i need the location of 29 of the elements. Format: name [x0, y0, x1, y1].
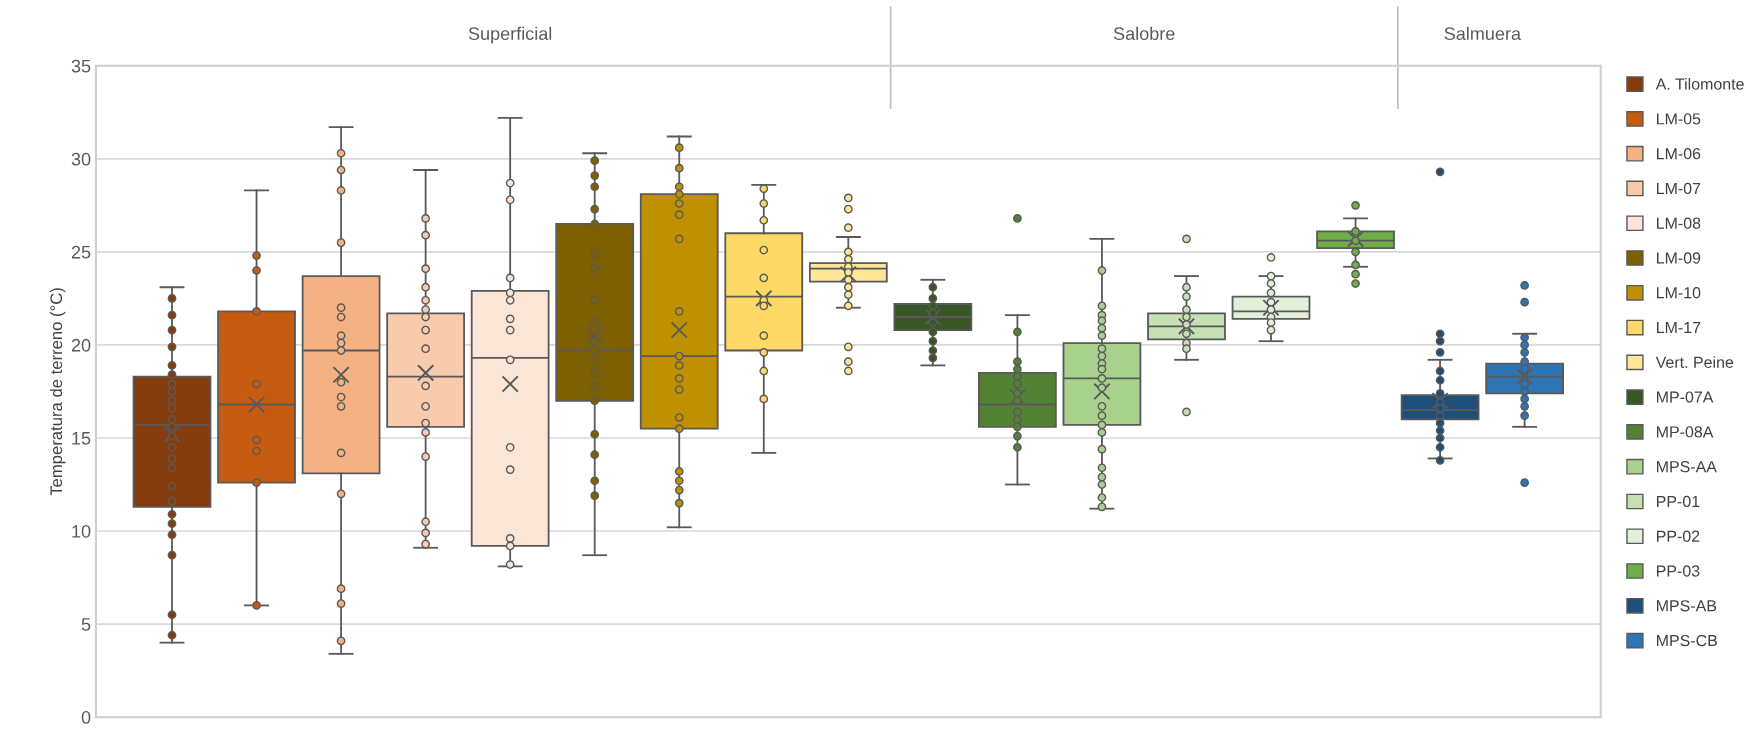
y-tick-label: 15: [72, 432, 91, 445]
legend-label: LM-10: [1657, 287, 1701, 299]
legend-label: Vert. Peine: [1655, 356, 1734, 368]
text: Superficial: [468, 26, 552, 44]
text: Salobre: [1113, 26, 1175, 41]
legend-label: PP-03: [1657, 565, 1700, 577]
y-tick-label: 30: [71, 152, 91, 166]
legend-label: LM-07: [1657, 182, 1701, 195]
legend-label: MPS-AB: [1657, 600, 1717, 612]
legend-label: MPS-AA: [1657, 461, 1717, 473]
legend-label: PP-02: [1657, 530, 1700, 542]
legend-label: LM-17: [1657, 322, 1701, 334]
y-tick-label: 0: [81, 711, 91, 724]
legend-label: MP-08A: [1657, 426, 1714, 438]
y-tick-label: 10: [72, 524, 91, 538]
legend-label: PP-01: [1657, 495, 1700, 508]
y-tick-label: 5: [81, 618, 91, 631]
legend-label: LM-05: [1657, 113, 1701, 125]
y-tick-label: 20: [71, 338, 91, 352]
y-tick-label: 35: [71, 59, 91, 73]
legend-label: MPS-CB: [1657, 634, 1717, 647]
legend-label: LM-09: [1657, 252, 1701, 264]
text: Salmuera: [1444, 26, 1521, 41]
legend-label: LM-08: [1657, 217, 1701, 229]
y-axis-title: Temperatura de terreno (°C): [49, 288, 66, 496]
legend-label: A. Tilomonte: [1655, 78, 1744, 90]
y-tick-label: 25: [71, 245, 91, 259]
legend-label: MP-07A: [1657, 391, 1714, 403]
legend-label: LM-06: [1657, 147, 1701, 160]
